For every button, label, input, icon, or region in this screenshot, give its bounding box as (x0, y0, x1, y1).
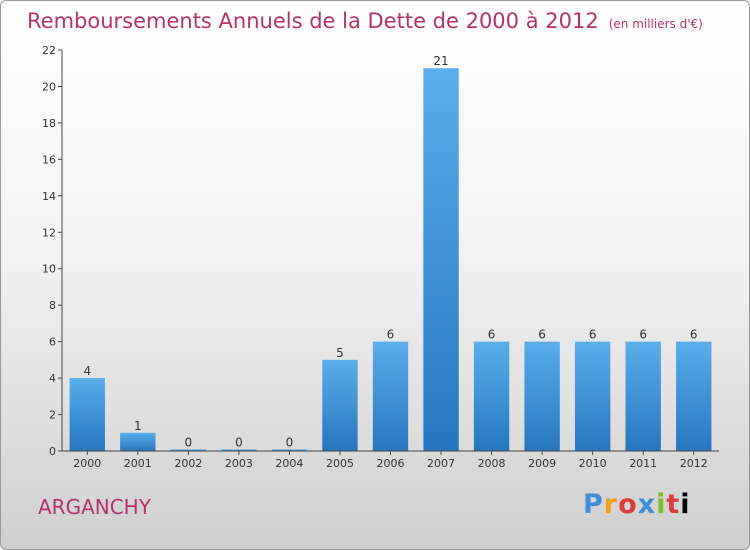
commune-name: ARGANCHY (38, 495, 151, 519)
y-axis: 0 2 4 6 8 10 12 14 16 18 20 22 (42, 44, 63, 458)
bar-2008 (473, 341, 510, 451)
y-tick-label: 20 (42, 80, 56, 93)
y-tick-label: 0 (49, 445, 56, 458)
bar-2009 (524, 341, 560, 451)
bar-value-label: 0 (286, 436, 294, 450)
proxiti-logo: Proxiti (583, 489, 691, 520)
bar-value-label: 0 (235, 436, 243, 450)
bar-2011 (625, 341, 661, 451)
bar-2007 (423, 68, 459, 452)
x-tick-label: 2009 (528, 457, 556, 470)
chart-title-text: Remboursements Annuels de la Dette de 20… (27, 9, 599, 33)
y-tick-label: 2 (49, 409, 56, 422)
bar-value-label: 0 (185, 436, 193, 450)
bar-value-label: 1 (134, 419, 142, 433)
bar-2002 (170, 449, 207, 451)
bar-2012 (676, 341, 712, 451)
x-tick-label: 2011 (629, 457, 657, 470)
y-tick-label: 4 (49, 372, 56, 385)
bar-value-label: 6 (387, 328, 395, 342)
y-tick-label: 14 (42, 190, 56, 203)
chart-unit: (en milliers d'€) (608, 17, 703, 31)
bar-value-label: 6 (589, 328, 597, 342)
bar-2006 (372, 341, 409, 451)
bar-2004 (271, 449, 308, 451)
bar-2000 (69, 378, 105, 451)
x-tick-label: 2010 (579, 457, 607, 470)
x-tick-label: 2008 (478, 457, 506, 470)
y-tick-label: 18 (42, 117, 56, 130)
bar-value-label: 6 (690, 328, 698, 342)
x-tick-label: 2012 (680, 457, 708, 470)
bar-2001 (120, 432, 156, 451)
y-tick-label: 22 (42, 44, 56, 57)
bar-value-label: 4 (83, 364, 91, 378)
x-tick-label: 2006 (377, 457, 405, 470)
bar-value-label: 6 (488, 328, 496, 342)
x-tick-label: 2001 (124, 457, 152, 470)
bar-2005 (322, 359, 358, 451)
y-tick-label: 6 (49, 336, 56, 349)
y-tick-label: 10 (42, 263, 56, 276)
bar-value-label: 5 (336, 346, 344, 360)
x-tick-label: 2004 (275, 457, 303, 470)
bar-value-label: 6 (639, 328, 647, 342)
y-tick-label: 12 (42, 226, 56, 239)
x-tick-label: 2003 (225, 457, 253, 470)
bar-value-label: 21 (433, 54, 448, 68)
x-axis: 2000 2001 2002 2003 2004 2005 2006 2007 2008 2009… (62, 450, 719, 470)
x-tick-label: 2005 (326, 457, 354, 470)
x-tick-label: 2002 (174, 457, 202, 470)
x-tick-label: 2007 (427, 457, 455, 470)
bar-value-label: 6 (538, 328, 546, 342)
bar-2010 (574, 341, 611, 451)
chart-title: Remboursements Annuels de la Dette de 20… (27, 9, 703, 33)
y-tick-label: 8 (49, 299, 56, 312)
bars: 4 1 0 0 0 5 6 21 6 6 6 6 6 (69, 54, 712, 452)
x-tick-label: 2000 (73, 457, 101, 470)
y-tick-label: 16 (42, 153, 56, 166)
bar-2003 (221, 449, 257, 451)
